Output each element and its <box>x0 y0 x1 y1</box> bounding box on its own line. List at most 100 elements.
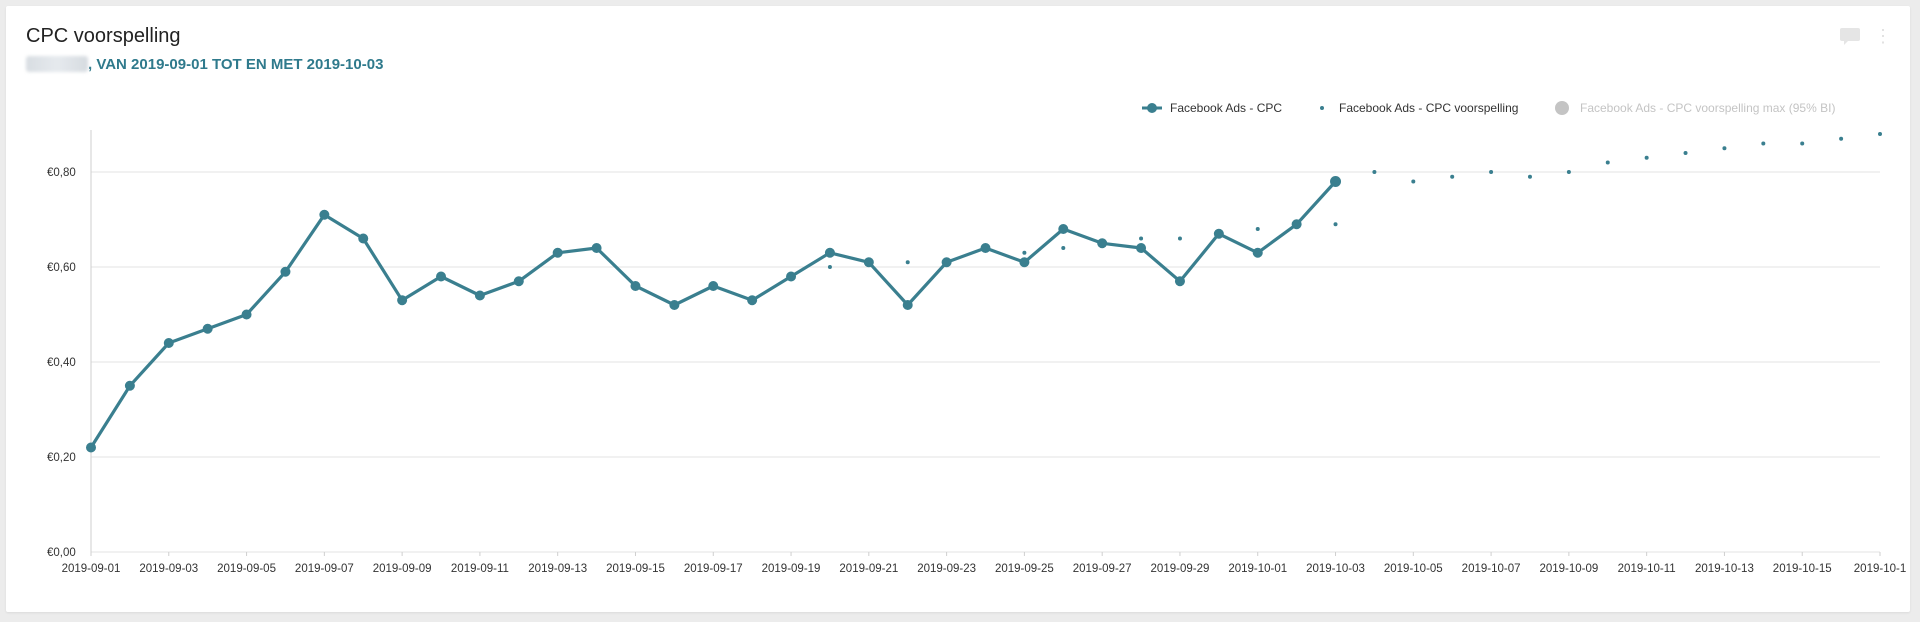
cpc-data-point[interactable] <box>1136 243 1147 253</box>
forecast-data-point[interactable] <box>1139 236 1144 241</box>
cpc-data-point[interactable] <box>630 281 641 291</box>
cpc-data-point[interactable] <box>1174 276 1185 287</box>
x-tick-label: 2019-10-09 <box>1539 563 1598 575</box>
x-tick-label: 2019-10-07 <box>1462 563 1521 575</box>
y-tick-label: €0,00 <box>47 547 76 559</box>
cpc-data-point[interactable] <box>863 257 874 268</box>
x-tick-label: 2019-10-1 <box>1854 563 1906 575</box>
forecast-data-point[interactable] <box>1644 155 1649 160</box>
chart-title: CPC voorspelling <box>26 25 181 47</box>
cpc-data-point[interactable] <box>436 271 447 282</box>
forecast-data-point[interactable] <box>1255 227 1260 231</box>
card-actions: ⋮ <box>1840 26 1892 46</box>
forecast-data-point[interactable] <box>1605 160 1610 165</box>
x-tick-label: 2019-09-19 <box>762 563 821 575</box>
forecast-data-point[interactable] <box>983 246 988 250</box>
cpc-data-point[interactable] <box>1330 176 1342 187</box>
forecast-data-point[interactable] <box>1566 170 1571 174</box>
x-tick-label: 2019-09-21 <box>839 563 898 575</box>
forecast-data-point[interactable] <box>1489 170 1494 174</box>
cpc-data-point[interactable] <box>319 209 330 220</box>
legend-item-cpc[interactable]: Facebook Ads - CPC <box>1170 101 1282 115</box>
forecast-data-point[interactable] <box>1683 151 1688 155</box>
cpc-data-point[interactable] <box>708 281 719 291</box>
cpc-data-point[interactable] <box>552 247 563 258</box>
forecast-data-point[interactable] <box>1022 250 1027 255</box>
forecast-data-point[interactable] <box>1878 132 1882 136</box>
more-vertical-icon[interactable]: ⋮ <box>1874 26 1892 46</box>
forecast-data-point[interactable] <box>1177 236 1182 241</box>
forecast-data-point[interactable] <box>827 265 832 269</box>
cpc-data-point[interactable] <box>1252 247 1263 258</box>
cpc-data-point[interactable] <box>786 271 797 282</box>
cpc-data-point[interactable] <box>1213 228 1224 239</box>
x-tick-label: 2019-09-05 <box>217 563 276 575</box>
cpc-data-point[interactable] <box>86 442 96 453</box>
legend-item-forecast-max[interactable]: Facebook Ads - CPC voorspelling max (95%… <box>1580 101 1835 115</box>
legend-marker-cpc <box>1147 103 1157 113</box>
x-tick-label: 2019-10-01 <box>1228 563 1287 575</box>
cpc-data-point[interactable] <box>902 300 913 310</box>
x-tick-label: 2019-10-11 <box>1618 563 1676 575</box>
x-tick-label: 2019-09-07 <box>295 563 354 575</box>
cpc-data-point[interactable] <box>824 247 835 258</box>
redacted-account-name <box>26 56 88 72</box>
forecast-data-point[interactable] <box>1722 146 1727 151</box>
legend-marker-forecast-max <box>1555 101 1569 115</box>
cpc-data-point[interactable] <box>474 290 485 301</box>
cpc-data-point[interactable] <box>280 266 291 277</box>
x-tick-label: 2019-09-13 <box>528 563 587 575</box>
forecast-data-point[interactable] <box>1372 170 1377 174</box>
cpc-data-point[interactable] <box>163 338 174 348</box>
cpc-data-point[interactable] <box>124 380 135 391</box>
comment-icon[interactable] <box>1840 28 1860 45</box>
forecast-data-point[interactable] <box>1450 174 1455 179</box>
cpc-data-point[interactable] <box>358 233 369 244</box>
y-tick-label: €0,80 <box>47 167 76 179</box>
forecast-data-point[interactable] <box>1761 141 1766 146</box>
legend-item-forecast[interactable]: Facebook Ads - CPC voorspelling <box>1339 101 1518 115</box>
x-tick-label: 2019-10-03 <box>1306 563 1365 575</box>
x-tick-label: 2019-09-11 <box>451 563 509 575</box>
x-tick-label: 2019-09-09 <box>373 563 432 575</box>
forecast-data-point[interactable] <box>1527 174 1532 179</box>
cpc-data-point[interactable] <box>397 295 408 306</box>
subtitle-row: , VAN 2019-09-01 TOT EN MET 2019-10-03 <box>26 55 383 73</box>
cpc-data-point[interactable] <box>1019 257 1030 268</box>
forecast-data-point[interactable] <box>1800 141 1805 146</box>
cpc-data-point[interactable] <box>1058 224 1069 234</box>
chart-card: CPC voorspelling , VAN 2019-09-01 TOT EN… <box>6 6 1910 612</box>
x-tick-label: 2019-10-15 <box>1773 563 1832 575</box>
cpc-data-point[interactable] <box>241 309 252 320</box>
y-tick-label: €0,40 <box>47 357 76 369</box>
legend-marker-forecast <box>1320 106 1324 110</box>
cpc-data-point[interactable] <box>669 300 680 310</box>
x-tick-label: 2019-09-15 <box>606 563 665 575</box>
cpc-data-point[interactable] <box>202 323 213 334</box>
x-tick-label: 2019-09-23 <box>917 563 976 575</box>
y-tick-label: €0,20 <box>47 452 76 464</box>
x-tick-label: 2019-09-25 <box>995 563 1054 575</box>
x-tick-label: 2019-09-27 <box>1073 563 1132 575</box>
forecast-data-point[interactable] <box>1333 222 1338 227</box>
x-tick-label: 2019-09-17 <box>684 563 743 575</box>
cpc-series-line <box>89 180 1337 449</box>
x-tick-label: 2019-09-01 <box>62 563 121 575</box>
x-tick-label: 2019-09-29 <box>1151 563 1210 575</box>
date-range-subtitle: , VAN 2019-09-01 TOT EN MET 2019-10-03 <box>88 55 384 73</box>
forecast-data-point[interactable] <box>1839 136 1844 141</box>
cpc-data-point[interactable] <box>747 295 758 306</box>
x-tick-label: 2019-09-03 <box>139 563 198 575</box>
x-tick-label: 2019-10-13 <box>1695 563 1754 575</box>
cpc-data-point[interactable] <box>941 257 952 268</box>
cpc-data-point[interactable] <box>513 276 524 287</box>
forecast-data-point[interactable] <box>1061 246 1066 250</box>
forecast-data-point[interactable] <box>905 260 910 265</box>
x-tick-label: 2019-10-05 <box>1384 563 1443 575</box>
forecast-data-point[interactable] <box>1411 179 1416 184</box>
cpc-data-point[interactable] <box>1291 219 1302 230</box>
cpc-data-point[interactable] <box>1097 238 1108 249</box>
cpc-data-point[interactable] <box>591 243 602 253</box>
y-tick-label: €0,60 <box>47 262 76 274</box>
